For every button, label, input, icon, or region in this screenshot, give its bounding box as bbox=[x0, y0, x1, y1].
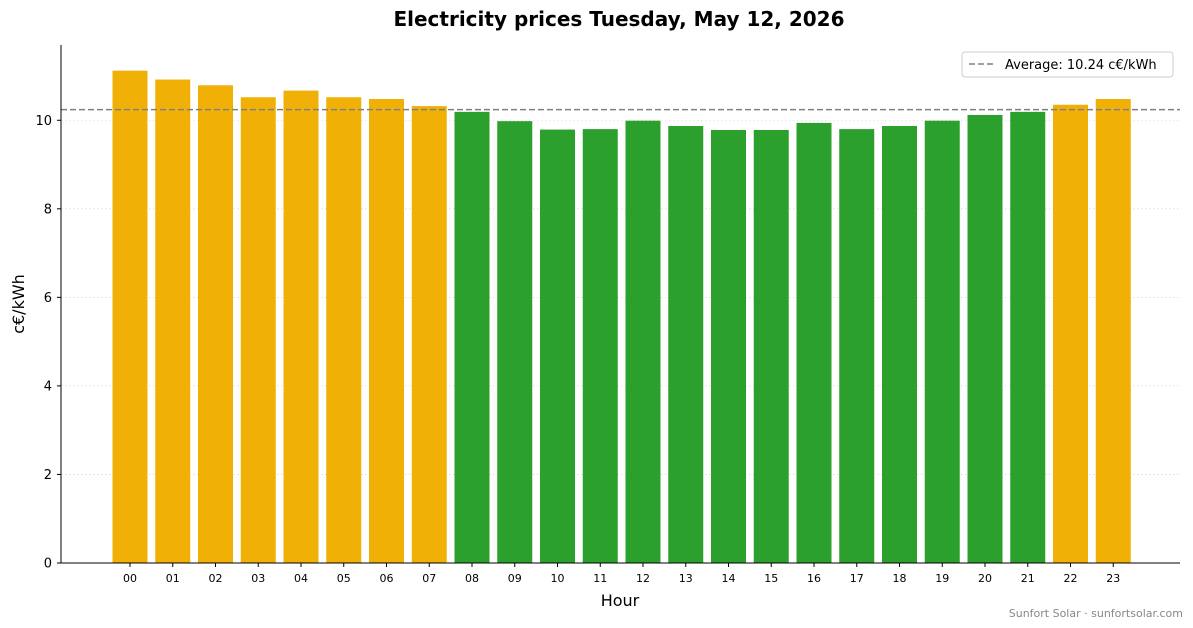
x-tick-label: 20 bbox=[978, 572, 992, 585]
x-tick-label: 09 bbox=[508, 572, 522, 585]
bar-hour-21 bbox=[1010, 111, 1046, 563]
bar-hour-04 bbox=[283, 90, 319, 563]
x-tick-label: 00 bbox=[123, 572, 137, 585]
x-tick-label: 05 bbox=[337, 572, 351, 585]
y-tick-label: 0 bbox=[44, 557, 52, 572]
x-tick-label: 17 bbox=[850, 572, 864, 585]
x-tick-label: 22 bbox=[1064, 572, 1078, 585]
bar-hour-10 bbox=[540, 129, 575, 564]
x-tick-label: 18 bbox=[893, 572, 907, 585]
legend: Average: 10.24 c€/kWh bbox=[961, 51, 1174, 78]
bar-hour-11 bbox=[582, 129, 618, 563]
x-tick-label: 16 bbox=[807, 572, 821, 585]
y-tick-label: 10 bbox=[35, 114, 52, 129]
x-axis-label: Hour bbox=[601, 591, 640, 610]
bar-hour-15 bbox=[753, 130, 789, 563]
footer-credit: Sunfort Solar · sunfortsolar.com bbox=[1009, 607, 1183, 620]
bar-hour-09 bbox=[497, 121, 533, 564]
chart-title: Electricity prices Tuesday, May 12, 2026 bbox=[393, 7, 844, 31]
legend-average-label: Average: 10.24 c€/kWh bbox=[1005, 58, 1157, 73]
x-tick-label: 21 bbox=[1021, 572, 1035, 585]
y-ticks: 0 2 4 6 8 10 bbox=[35, 114, 61, 572]
bar-hour-12 bbox=[625, 120, 661, 563]
bar-hour-23 bbox=[1095, 99, 1131, 563]
bar-hour-17 bbox=[839, 129, 875, 563]
bars bbox=[112, 70, 1131, 564]
y-axis-label: c€/kWh bbox=[9, 274, 28, 334]
bar-hour-08 bbox=[454, 111, 490, 563]
legend-box bbox=[961, 51, 1174, 78]
x-tick-label: 23 bbox=[1106, 572, 1120, 585]
x-tick-label: 01 bbox=[166, 572, 180, 585]
x-tick-label: 06 bbox=[380, 572, 394, 585]
x-tick-label: 15 bbox=[764, 572, 778, 585]
bar-hour-20 bbox=[967, 114, 1003, 563]
y-tick-label: 4 bbox=[44, 379, 52, 394]
y-tick-label: 2 bbox=[44, 468, 52, 483]
bar-hour-16 bbox=[796, 122, 832, 564]
bar-hour-07 bbox=[411, 106, 447, 563]
bar-hour-01 bbox=[155, 79, 191, 564]
x-tick-label: 10 bbox=[551, 572, 565, 585]
bar-hour-22 bbox=[1053, 104, 1088, 564]
bar-hour-03 bbox=[240, 97, 276, 563]
x-tick-label: 12 bbox=[636, 572, 650, 585]
x-tick-label: 13 bbox=[679, 572, 693, 585]
bar-hour-19 bbox=[924, 120, 960, 563]
bar-hour-06 bbox=[369, 99, 404, 563]
x-tick-label: 07 bbox=[422, 572, 436, 585]
x-tick-label: 04 bbox=[294, 572, 308, 585]
bar-hour-05 bbox=[326, 97, 362, 563]
x-tick-label: 14 bbox=[722, 572, 736, 585]
x-tick-label: 19 bbox=[935, 572, 949, 585]
y-tick-label: 8 bbox=[44, 202, 52, 217]
bar-hour-02 bbox=[198, 85, 233, 564]
bar-hour-18 bbox=[882, 126, 917, 564]
bar-hour-13 bbox=[668, 126, 704, 564]
x-tick-label: 08 bbox=[465, 572, 479, 585]
x-ticks: 00 01 02 03 04 05 06 07 08 09 10 11 12 13 14 15 16 17 18 19… bbox=[123, 563, 1120, 585]
y-tick-label: 6 bbox=[44, 291, 52, 306]
x-tick-label: 11 bbox=[593, 572, 607, 585]
x-tick-label: 03 bbox=[251, 572, 265, 585]
x-tick-label: 02 bbox=[209, 572, 223, 585]
bar-hour-00 bbox=[112, 70, 148, 563]
bar-hour-14 bbox=[711, 130, 746, 563]
